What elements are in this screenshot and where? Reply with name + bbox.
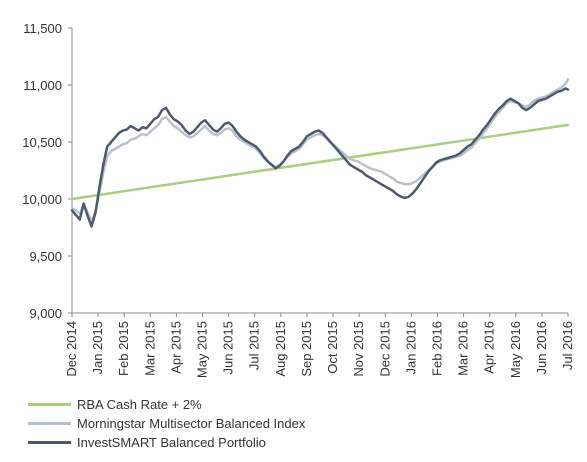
legend-label-morningstar: Morningstar Multisector Balanced Index	[77, 416, 306, 431]
y-tick-label: 11,000	[23, 78, 62, 93]
legend-item-investsmart: InvestSMART Balanced Portfolio	[28, 433, 305, 452]
y-tick-label: 11,500	[23, 21, 62, 36]
x-tick-label: Nov 2015	[351, 321, 366, 377]
x-tick-label: Jan 2016	[403, 321, 418, 375]
y-tick-label: 9,500	[29, 249, 62, 264]
legend-label-rba: RBA Cash Rate + 2%	[77, 397, 202, 412]
x-tick-label: Jul 2016	[560, 321, 575, 370]
x-tick-label: Mar 2016	[456, 321, 471, 376]
x-tick-label: Jul 2015	[247, 321, 262, 370]
x-tick-label: Dec 2014	[64, 321, 79, 377]
x-tick-label: Feb 2016	[429, 321, 444, 376]
legend-swatch-rba	[28, 403, 71, 406]
x-tick-label: Sep 2015	[299, 321, 314, 377]
series-line-1	[70, 78, 570, 224]
series-line-0	[70, 123, 570, 201]
series-lines	[70, 78, 570, 228]
x-tick-label: May 2015	[195, 321, 210, 378]
x-tick-label: Dec 2015	[377, 321, 392, 377]
y-axis: 9,000 9,500 10,000 10,500 11,000 11,500	[22, 21, 73, 321]
series-line-2	[70, 87, 570, 228]
x-tick-label: Mar 2015	[142, 321, 157, 376]
legend: RBA Cash Rate + 2% Morningstar Multisect…	[28, 395, 305, 452]
x-tick-label: Jun 2016	[534, 321, 549, 375]
y-tick-label: 10,500	[22, 135, 62, 150]
x-tick-label: Feb 2015	[116, 321, 131, 376]
legend-swatch-investsmart	[28, 441, 71, 444]
x-tick-label: Oct 2015	[325, 321, 340, 374]
x-tick-label: Apr 2016	[482, 321, 497, 374]
y-tick-label: 9,000	[29, 306, 62, 321]
legend-item-morningstar: Morningstar Multisector Balanced Index	[28, 414, 305, 433]
y-tick-label: 10,000	[22, 192, 62, 207]
legend-label-investsmart: InvestSMART Balanced Portfolio	[77, 435, 266, 450]
x-tick-label: Jan 2015	[90, 321, 105, 375]
legend-swatch-morningstar	[28, 422, 71, 425]
x-tick-label: Aug 2015	[273, 321, 288, 377]
x-axis: Dec 2014 Jan 2015 Feb 2015 Mar 2015 Apr 2015…	[64, 312, 575, 378]
x-tick-label: May 2016	[508, 321, 523, 378]
x-tick-label: Jun 2015	[221, 321, 236, 375]
x-tick-label: Apr 2015	[168, 321, 183, 374]
legend-item-rba: RBA Cash Rate + 2%	[28, 395, 305, 414]
line-chart: 9,000 9,500 10,000 10,500 11,000 11,500 Dec 2…	[22, 21, 575, 378]
